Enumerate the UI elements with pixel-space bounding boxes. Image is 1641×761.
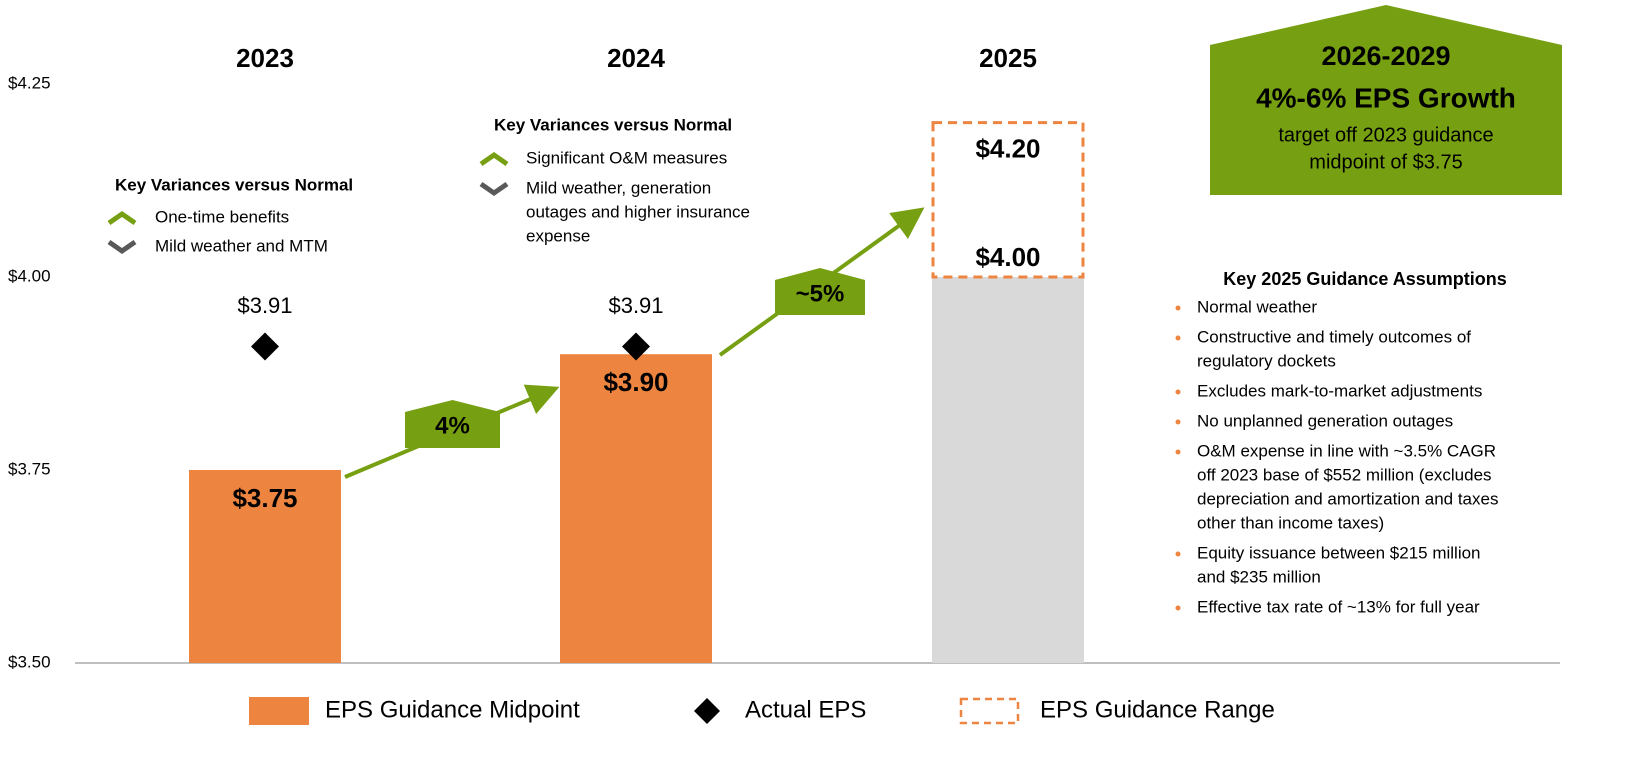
growth-badge: [405, 400, 500, 448]
bar: [189, 470, 341, 663]
y-tick-label: $3.75: [8, 459, 51, 478]
callout-box: [1210, 5, 1562, 195]
bullet: [1175, 449, 1181, 455]
variance-down: Mild weather, generation: [526, 178, 711, 197]
assumption-text: Excludes mark-to-market adjustments: [1197, 381, 1482, 400]
actual-marker: [251, 332, 279, 361]
growth-label: ~5%: [796, 280, 845, 307]
range-fill: [932, 277, 1084, 663]
assumption-text: No unplanned generation outages: [1197, 411, 1453, 430]
variance-down: outages and higher insurance: [526, 202, 750, 221]
bar: [560, 354, 712, 663]
chevron-down: [107, 239, 137, 255]
assumption-text: O&M expense in line with ~3.5% CAGR: [1197, 441, 1496, 460]
assumption-text: depreciation and amortization and taxes: [1197, 489, 1498, 508]
chevron-up: [479, 151, 509, 167]
growth-badge: [775, 268, 865, 315]
legend-label: EPS Guidance Midpoint: [325, 696, 580, 723]
bullet: [1175, 605, 1181, 611]
assumption-text: Effective tax rate of ~13% for full year: [1197, 597, 1480, 616]
bar-label: $3.90: [603, 367, 668, 397]
callout-headline: 4%-6% EPS Growth: [1256, 82, 1516, 113]
y-tick-label: $4.00: [8, 266, 51, 285]
bullet: [1175, 389, 1181, 395]
variance-title: Key Variances versus Normal: [115, 175, 353, 194]
assumption-text: Normal weather: [1197, 297, 1317, 316]
assumption-text: Equity issuance between $215 million: [1197, 543, 1481, 562]
variance-title: Key Variances versus Normal: [494, 115, 732, 134]
assumption-text: other than income taxes): [1197, 513, 1384, 532]
variance-down: Mild weather and MTM: [155, 236, 328, 255]
bullet: [1175, 305, 1181, 311]
legend-label: Actual EPS: [745, 696, 866, 723]
assumption-text: off 2023 base of $552 million (excludes: [1197, 465, 1492, 484]
y-tick-label: $4.25: [8, 73, 51, 92]
variance-up: One-time benefits: [155, 207, 289, 226]
legend-swatch: [694, 698, 720, 724]
actual-marker: [622, 332, 650, 361]
actual-label: $3.91: [608, 293, 663, 318]
actual-label: $3.91: [237, 293, 292, 318]
legend-label: EPS Guidance Range: [1040, 696, 1275, 723]
assumptions-title: Key 2025 Guidance Assumptions: [1223, 269, 1506, 289]
category-label: 2025: [979, 43, 1037, 73]
assumption-text: and $235 million: [1197, 567, 1321, 586]
range-box: [931, 121, 1085, 279]
bullet: [1175, 419, 1181, 425]
chevron-down: [479, 181, 509, 197]
assumption-text: Constructive and timely outcomes of: [1197, 327, 1471, 346]
growth-label: 4%: [435, 412, 470, 439]
range-high-label: $4.20: [975, 133, 1040, 163]
variance-down: expense: [526, 226, 590, 245]
callout-text: midpoint of $3.75: [1309, 151, 1462, 173]
variance-up: Significant O&M measures: [526, 148, 727, 167]
assumption-text: regulatory dockets: [1197, 351, 1336, 370]
category-label: 2023: [236, 43, 294, 73]
chevron-up: [107, 210, 137, 226]
bar-label: $3.75: [232, 483, 297, 513]
legend-swatch: [249, 697, 309, 725]
category-label: 2024: [607, 43, 665, 73]
bullet: [1175, 551, 1181, 557]
callout-title: 2026-2029: [1321, 41, 1450, 71]
callout-text: target off 2023 guidance: [1278, 124, 1493, 146]
range-low-label: $4.00: [975, 242, 1040, 272]
legend-swatch: [959, 697, 1020, 725]
y-tick-label: $3.50: [8, 652, 51, 671]
bullet: [1175, 335, 1181, 341]
